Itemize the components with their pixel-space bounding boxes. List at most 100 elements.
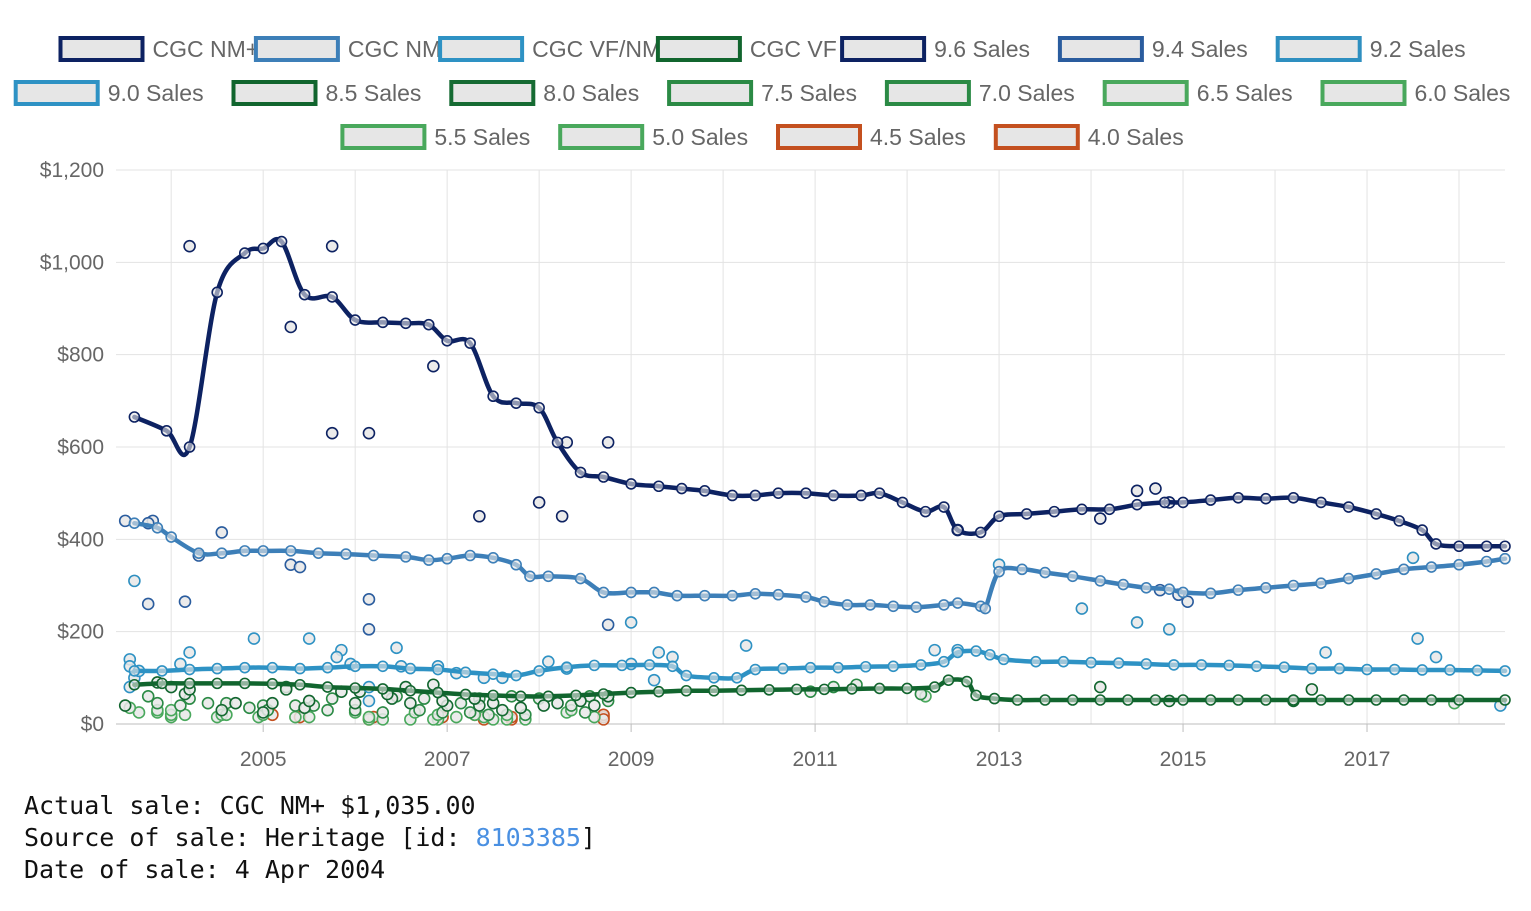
trend-point[interactable]: [312, 547, 325, 559]
trend-point[interactable]: [643, 659, 656, 671]
trend-point[interactable]: [652, 685, 665, 698]
trend-point[interactable]: [1094, 694, 1107, 706]
sale-point[interactable]: [376, 706, 390, 719]
trend-point[interactable]: [367, 549, 380, 562]
sale-point[interactable]: [362, 593, 376, 606]
trend-point[interactable]: [183, 677, 196, 690]
trend-point[interactable]: [441, 335, 453, 347]
trend-point[interactable]: [298, 288, 311, 301]
trend-point[interactable]: [574, 466, 587, 479]
sale-point[interactable]: [404, 696, 417, 710]
trend-point[interactable]: [827, 489, 840, 502]
trend-point[interactable]: [165, 531, 177, 543]
trend-point[interactable]: [1117, 578, 1130, 591]
sale-point[interactable]: [141, 597, 155, 611]
sale-point[interactable]: [128, 574, 141, 588]
trend-point[interactable]: [597, 688, 610, 700]
legend-item-9-4-sales[interactable]: 9.4 Sales: [1057, 36, 1248, 62]
trend-point[interactable]: [680, 669, 693, 682]
trend-point[interactable]: [257, 545, 269, 557]
trend-point[interactable]: [257, 242, 269, 255]
trend-point[interactable]: [1223, 659, 1235, 672]
trend-point[interactable]: [749, 663, 762, 676]
trend-point[interactable]: [1425, 561, 1438, 573]
trend-point[interactable]: [422, 554, 435, 566]
trend-point[interactable]: [818, 683, 831, 696]
trend-point[interactable]: [910, 601, 923, 613]
sale-point[interactable]: [1406, 551, 1420, 565]
legend-item-4-5-sales[interactable]: 4.5 Sales: [776, 124, 966, 150]
trend-point[interactable]: [459, 666, 472, 679]
sale-point[interactable]: [321, 703, 334, 717]
sale-point[interactable]: [1130, 484, 1144, 498]
sale-point[interactable]: [739, 639, 753, 652]
trend-point[interactable]: [859, 660, 872, 673]
sale-point[interactable]: [247, 632, 261, 645]
sale-point[interactable]: [482, 708, 495, 722]
sale-point[interactable]: [601, 618, 615, 632]
trend-point[interactable]: [156, 677, 168, 690]
trend-point[interactable]: [1453, 694, 1465, 706]
sale-point[interactable]: [362, 710, 376, 724]
trend-point[interactable]: [873, 682, 886, 695]
trend-point[interactable]: [321, 681, 334, 693]
sale-point[interactable]: [151, 696, 164, 710]
trend-point[interactable]: [1287, 694, 1300, 706]
trend-point[interactable]: [1177, 496, 1189, 509]
trend-point[interactable]: [294, 662, 306, 675]
sale-point[interactable]: [1162, 623, 1176, 636]
trend-point[interactable]: [192, 547, 205, 559]
sale-point[interactable]: [514, 701, 528, 715]
trend-point[interactable]: [726, 489, 739, 502]
trend-point[interactable]: [938, 655, 950, 668]
legend-item-cgc-nm[interactable]: CGC NM: [253, 36, 441, 62]
trend-point[interactable]: [1480, 555, 1493, 568]
sale-point[interactable]: [1149, 482, 1162, 495]
trend-point[interactable]: [1168, 659, 1180, 671]
trend-point[interactable]: [988, 692, 1001, 705]
sale-point[interactable]: [362, 426, 376, 440]
trend-point[interactable]: [901, 682, 913, 695]
trend-point[interactable]: [183, 441, 196, 453]
trend-point[interactable]: [1342, 501, 1355, 513]
trend-point[interactable]: [211, 662, 223, 675]
trend-point[interactable]: [533, 401, 545, 414]
trend-point[interactable]: [1112, 657, 1125, 669]
trend-point[interactable]: [698, 589, 711, 602]
trend-point[interactable]: [1370, 568, 1383, 580]
trend-point[interactable]: [1149, 694, 1162, 706]
legend-item-7-0-sales[interactable]: 7.0 Sales: [884, 80, 1075, 106]
trend-point[interactable]: [459, 688, 472, 701]
trend-point[interactable]: [1066, 570, 1079, 583]
trend-point[interactable]: [1416, 524, 1429, 536]
trend-point[interactable]: [432, 663, 444, 676]
sale-point[interactable]: [266, 696, 279, 710]
sale-point[interactable]: [362, 694, 376, 708]
trend-point[interactable]: [675, 482, 688, 495]
trend-point[interactable]: [1232, 584, 1245, 596]
trend-point[interactable]: [399, 317, 412, 330]
sale-point[interactable]: [183, 239, 196, 253]
trend-point[interactable]: [1425, 694, 1438, 706]
trend-point[interactable]: [1016, 563, 1028, 576]
sale-point[interactable]: [496, 703, 509, 717]
trend-point[interactable]: [404, 684, 417, 697]
legend-item-cgc-vf-nm[interactable]: CGC VF/NM: [438, 36, 661, 62]
trend-point[interactable]: [749, 588, 762, 600]
sale-point[interactable]: [1181, 595, 1194, 608]
trend-point[interactable]: [951, 524, 964, 536]
trend-point[interactable]: [160, 425, 173, 437]
trend-point[interactable]: [211, 286, 223, 299]
trend-point[interactable]: [1030, 655, 1042, 668]
sale-point[interactable]: [624, 616, 638, 629]
sale-id-link[interactable]: 8103385: [475, 823, 581, 852]
sale-point[interactable]: [1093, 680, 1107, 694]
sale-point[interactable]: [325, 239, 339, 253]
sale-point[interactable]: [325, 426, 339, 440]
trend-point[interactable]: [984, 648, 996, 661]
trend-point[interactable]: [1388, 663, 1401, 676]
trend-point[interactable]: [1499, 540, 1511, 553]
trend-point[interactable]: [597, 471, 610, 483]
legend-item-9-6-sales[interactable]: 9.6 Sales: [840, 36, 1030, 62]
trend-point[interactable]: [887, 600, 900, 613]
